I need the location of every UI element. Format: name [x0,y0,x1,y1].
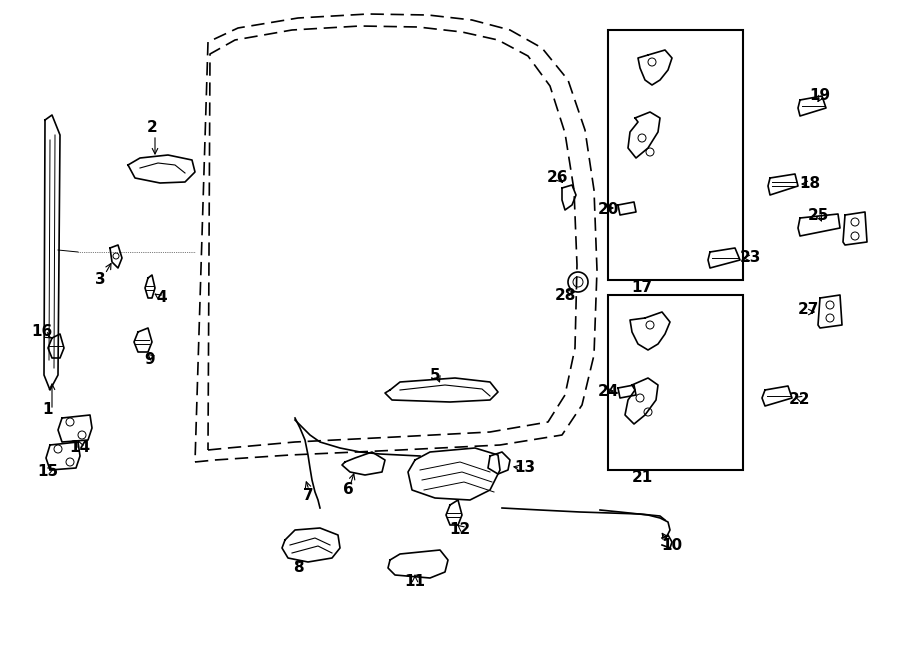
Text: 18: 18 [799,176,821,192]
Text: 3: 3 [94,272,105,288]
Text: 21: 21 [632,471,652,485]
Text: 2: 2 [147,120,158,136]
Text: 24: 24 [598,385,618,399]
Text: 4: 4 [157,290,167,305]
Text: 19: 19 [809,87,831,102]
Text: 11: 11 [404,574,426,590]
Text: 8: 8 [292,561,303,576]
Bar [608,30,743,280]
Text: 26: 26 [547,171,569,186]
Text: 5: 5 [429,368,440,383]
Text: 9: 9 [145,352,156,368]
Text: 1: 1 [43,403,53,418]
Text: 6: 6 [343,483,354,498]
Text: 28: 28 [554,288,576,303]
Text: 13: 13 [515,461,536,475]
Text: 14: 14 [69,440,91,455]
Text: 27: 27 [797,303,819,317]
Text: 10: 10 [662,537,682,553]
Text: 7: 7 [302,488,313,502]
Text: 15: 15 [38,465,58,479]
Text: 23: 23 [739,251,760,266]
Text: 25: 25 [807,208,829,223]
Text: 12: 12 [449,522,471,537]
Text: 16: 16 [32,325,52,340]
Text: 22: 22 [789,393,811,407]
Bar [608,295,743,470]
Text: 20: 20 [598,202,618,217]
Text: 17: 17 [632,280,652,295]
